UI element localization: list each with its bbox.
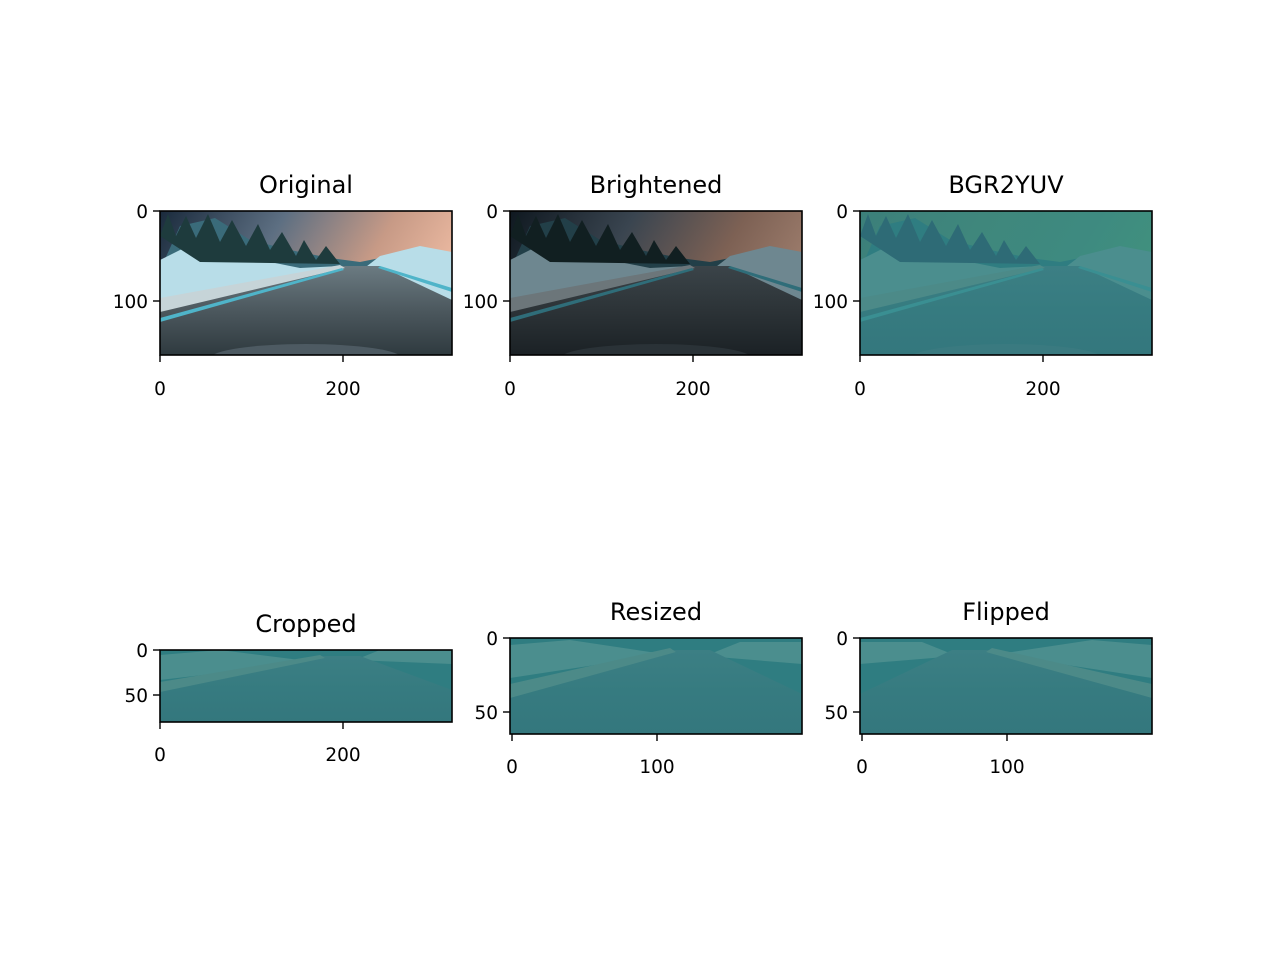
car-hood — [213, 344, 399, 355]
x-axis: 0 200 — [154, 355, 361, 400]
y-tick-label: 100 — [813, 292, 848, 313]
road-edge-line — [160, 268, 344, 322]
y-axis: 0 50 — [474, 629, 510, 724]
road-image — [160, 211, 452, 355]
x-axis: 0 100 — [506, 734, 675, 778]
axes-frame — [509, 210, 803, 356]
x-tick-label: 100 — [989, 757, 1024, 778]
panel-yuv: BGR2YUV — [813, 171, 1153, 400]
snowbank — [705, 642, 802, 664]
tree-line — [860, 214, 1040, 264]
x-tick-label: 0 — [154, 379, 166, 400]
road-image — [860, 638, 1152, 734]
snowbank — [1062, 246, 1152, 300]
x-axis: 0 100 — [856, 734, 1025, 778]
snowbank — [712, 246, 802, 300]
axes-frame — [509, 637, 803, 735]
snowbank — [982, 640, 1152, 678]
panel-brightened: Brightened — [463, 171, 803, 400]
road-image — [160, 650, 452, 722]
y-tick-label: 100 — [113, 292, 148, 313]
x-axis: 0 200 — [854, 355, 1061, 400]
y-axis: 0 50 — [124, 641, 160, 707]
x-tick-label: 200 — [1025, 379, 1060, 400]
y-tick-label: 0 — [136, 202, 148, 223]
panel-title: BGR2YUV — [948, 171, 1064, 199]
panel-title: Cropped — [255, 610, 356, 638]
y-axis: 0 100 — [813, 202, 860, 313]
y-axis: 0 100 — [113, 202, 160, 313]
panel-cropped: Cropped 0 50 0 200 — [124, 610, 453, 766]
road-shoulder — [160, 265, 345, 312]
road-shoulder — [160, 655, 325, 692]
y-tick-label: 50 — [124, 686, 148, 707]
road-edge-line — [860, 268, 1044, 322]
road — [510, 650, 802, 734]
y-tick-label: 100 — [463, 292, 498, 313]
panel-title: Resized — [610, 598, 702, 626]
y-tick-label: 0 — [136, 641, 148, 662]
road-shoulder — [860, 265, 1045, 312]
road-edge-line — [378, 266, 452, 292]
axes-frame — [159, 210, 453, 356]
y-tick-label: 0 — [836, 202, 848, 223]
panel-title: Original — [259, 171, 353, 199]
y-tick-label: 0 — [486, 202, 498, 223]
road-shoulder — [510, 648, 676, 698]
snowbank — [362, 246, 452, 300]
road-shoulder — [510, 265, 695, 312]
x-tick-label: 0 — [504, 379, 516, 400]
axes-frame — [859, 637, 1153, 735]
y-tick-label: 0 — [486, 629, 498, 650]
y-tick-label: 0 — [836, 629, 848, 650]
panel-original: Original — [113, 171, 453, 400]
road-image — [510, 638, 802, 734]
road-shoulder — [986, 648, 1152, 698]
snowbank — [355, 650, 452, 664]
road-edge-line — [510, 268, 694, 322]
axes-frame — [859, 210, 1153, 356]
x-tick-label: 200 — [325, 379, 360, 400]
panel-flipped: Flipped 0 50 0 100 — [824, 598, 1153, 778]
x-tick-label: 0 — [856, 757, 868, 778]
tree-line — [160, 214, 340, 264]
x-tick-label: 0 — [506, 757, 518, 778]
car-hood — [913, 344, 1099, 355]
snowbank — [860, 642, 957, 664]
road — [860, 650, 1152, 734]
y-tick-label: 50 — [824, 703, 848, 724]
y-axis: 0 100 — [463, 202, 510, 313]
panel-resized: Resized 0 50 0 100 — [474, 598, 803, 778]
snowbank — [510, 640, 680, 678]
road-image — [510, 211, 802, 355]
panel-title: Flipped — [962, 598, 1050, 626]
car-hood — [563, 344, 749, 355]
y-axis: 0 50 — [824, 629, 860, 724]
x-axis: 0 200 — [504, 355, 711, 400]
tree-line — [510, 214, 690, 264]
x-tick-label: 100 — [639, 757, 674, 778]
x-tick-label: 0 — [154, 745, 166, 766]
road-edge-line — [1078, 266, 1152, 292]
panel-title: Brightened — [590, 171, 723, 199]
y-tick-label: 50 — [474, 703, 498, 724]
x-tick-label: 0 — [854, 379, 866, 400]
x-tick-label: 200 — [325, 745, 360, 766]
road-edge-line — [728, 266, 802, 292]
snowbank — [160, 650, 330, 680]
axes-frame — [159, 649, 453, 723]
x-axis: 0 200 — [154, 722, 361, 766]
x-tick-label: 200 — [675, 379, 710, 400]
road-image — [860, 211, 1152, 355]
